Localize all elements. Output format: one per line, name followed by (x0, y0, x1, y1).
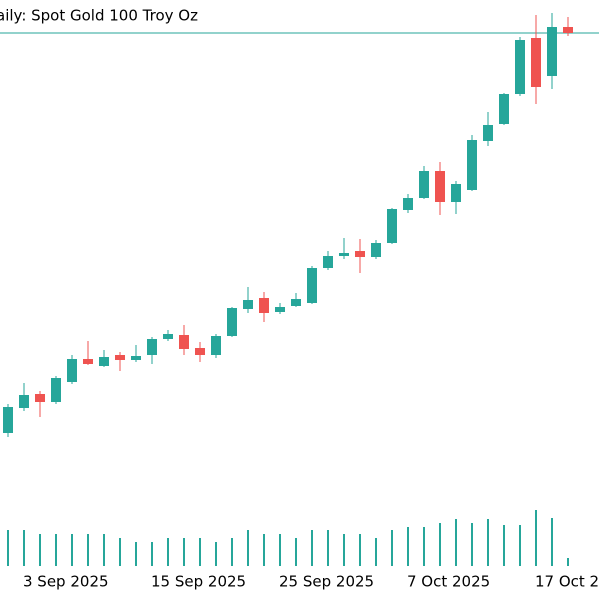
volume-bar (503, 525, 505, 566)
candle-body (115, 355, 125, 360)
candle-body (259, 298, 269, 313)
volume-bar (119, 538, 121, 566)
candle-body (307, 268, 317, 303)
volume-bar (183, 538, 185, 566)
candle-body (451, 184, 461, 202)
volume-bar (327, 530, 329, 566)
volume-bar (551, 518, 553, 566)
volume-bar (407, 527, 409, 566)
volume-bar (23, 530, 25, 566)
candle-body (227, 308, 237, 336)
volume-bar (7, 530, 9, 566)
volume-bar (55, 534, 57, 566)
volume-bar (487, 519, 489, 566)
volume-bar (231, 538, 233, 566)
volume-bar (375, 538, 377, 566)
candle-body (419, 171, 429, 198)
x-tick-label: 7 Oct 2025 (407, 573, 490, 591)
volume-bar (199, 538, 201, 566)
candle-body (531, 38, 541, 87)
candle-body (403, 198, 413, 210)
candle-body (339, 253, 349, 256)
volume-bar (359, 534, 361, 566)
volume-bar (151, 542, 153, 566)
volume-bar (103, 534, 105, 566)
volume-bar (279, 534, 281, 566)
candle-body (483, 125, 493, 141)
volume-bar (87, 534, 89, 566)
candle-body (275, 307, 285, 312)
volume-bar (391, 530, 393, 566)
volume-bar (295, 538, 297, 566)
candle-body (83, 359, 93, 364)
volume-bar (135, 542, 137, 566)
candle-body (99, 357, 109, 366)
candle-body (563, 27, 573, 33)
candle-body (67, 359, 77, 382)
candle-body (323, 256, 333, 268)
volume-bar (215, 542, 217, 566)
candle-body (131, 356, 141, 360)
candle-body (371, 243, 381, 257)
x-tick-label: 3 Sep 2025 (23, 573, 109, 591)
volume-bar (167, 538, 169, 566)
volume-bar (247, 530, 249, 566)
candle-body (499, 94, 509, 124)
volume-bar (567, 558, 569, 566)
x-tick-label: 17 Oct 2 (535, 573, 599, 591)
candle-body (35, 394, 45, 402)
candle-body (147, 339, 157, 355)
candle-body (243, 300, 253, 309)
volume-bar (423, 527, 425, 566)
candle-body (515, 40, 525, 94)
candle-body (163, 334, 173, 339)
volume-bar (519, 525, 521, 566)
volume-bar (455, 519, 457, 566)
volume-bar (263, 534, 265, 566)
x-tick-label: 15 Sep 2025 (151, 573, 246, 591)
volume-bar (343, 534, 345, 566)
candle-body (355, 251, 365, 257)
candle-body (387, 209, 397, 243)
chart-title: aily: Spot Gold 100 Troy Oz (0, 7, 198, 25)
volume-bar (535, 510, 537, 566)
volume-bar (311, 530, 313, 566)
volume-bar (439, 523, 441, 566)
candle-body (211, 336, 221, 355)
candle-body (3, 407, 13, 433)
candle-body (19, 395, 29, 408)
volume-bar (471, 523, 473, 566)
candle-body (435, 171, 445, 202)
volume-bar (71, 534, 73, 566)
candle-body (195, 348, 205, 355)
candle-body (179, 335, 189, 349)
x-tick-label: 25 Sep 2025 (279, 573, 374, 591)
candle-body (467, 140, 477, 190)
volume-bar (39, 534, 41, 566)
candle-body (547, 27, 557, 76)
candle-body (291, 299, 301, 306)
candle-body (51, 378, 61, 402)
